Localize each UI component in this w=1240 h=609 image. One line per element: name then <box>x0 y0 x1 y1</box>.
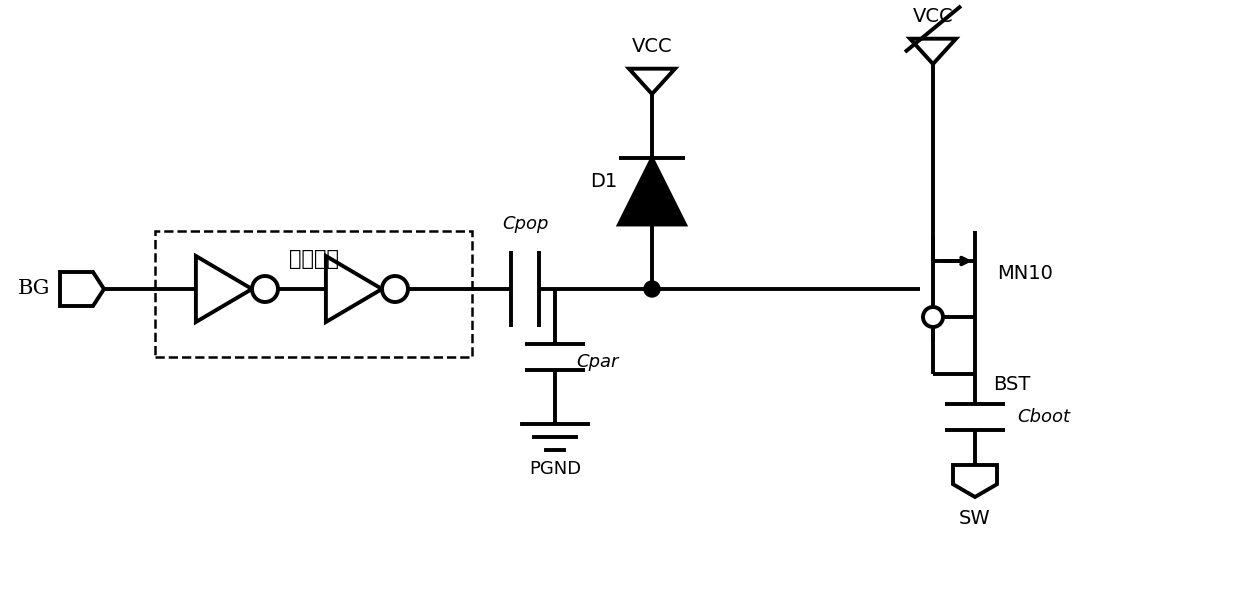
Bar <box>155 231 472 357</box>
Text: Cpar: Cpar <box>575 353 619 371</box>
Circle shape <box>382 276 408 302</box>
Text: BG: BG <box>17 280 50 298</box>
Text: Cpop: Cpop <box>502 215 548 233</box>
Circle shape <box>923 307 942 327</box>
Text: D1: D1 <box>590 172 618 191</box>
Text: MN10: MN10 <box>997 264 1053 284</box>
Polygon shape <box>619 158 684 225</box>
Circle shape <box>644 281 660 297</box>
Text: VCC: VCC <box>631 37 672 56</box>
Text: VCC: VCC <box>913 7 954 26</box>
Text: PGND: PGND <box>529 460 582 478</box>
Text: 反相器链: 反相器链 <box>289 249 339 269</box>
Circle shape <box>252 276 278 302</box>
Text: Cboot: Cboot <box>1017 408 1070 426</box>
Text: BST: BST <box>993 375 1030 393</box>
Text: SW: SW <box>960 510 991 529</box>
